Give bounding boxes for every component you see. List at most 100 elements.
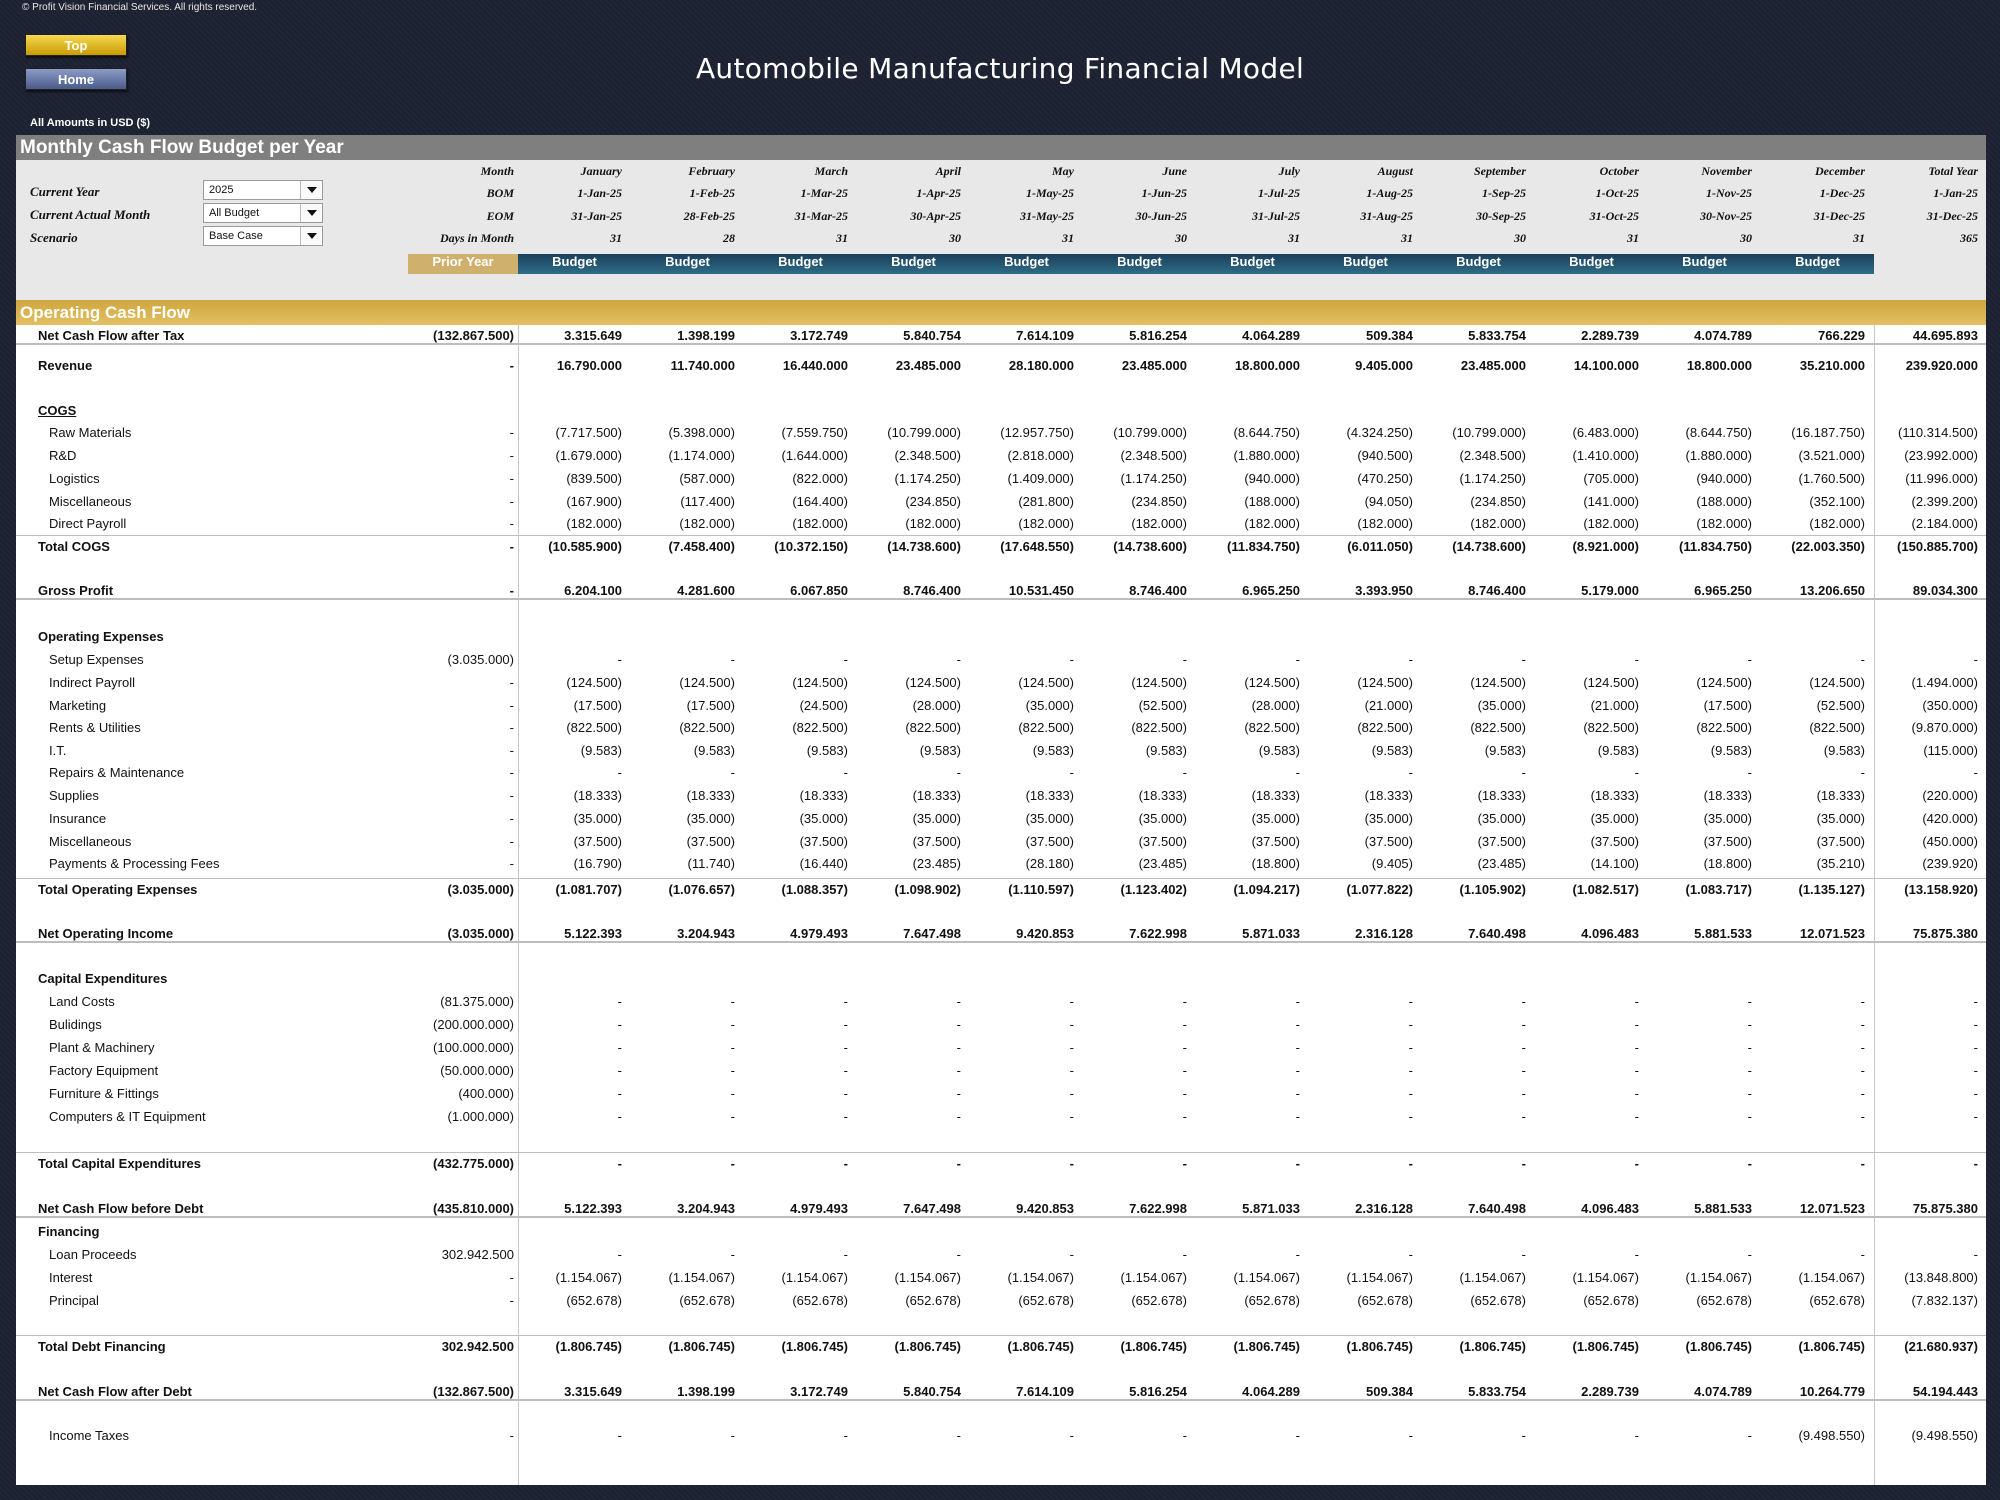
value-cell: (182.000)	[679, 516, 735, 531]
table-row: I.T. - (9.583) (9.583) (9.583) (9.583) (9.583)…	[16, 740, 1986, 760]
value-cell: (16.187.750)	[1791, 425, 1865, 440]
value-cell: -	[1860, 652, 1865, 667]
value-cell: (124.500)	[1809, 675, 1865, 690]
value-cell: (9.583)	[806, 743, 848, 758]
value-cell: (1.110.597)	[1008, 882, 1074, 897]
current-month-value: All Budget	[209, 207, 260, 219]
row-label: Logistics	[49, 471, 100, 486]
value-cell: 5.833.754	[1468, 1384, 1526, 1399]
value-cell: (1.174.250)	[1459, 471, 1527, 486]
value-cell: (652.678)	[792, 1293, 848, 1308]
value-cell: (37.500)	[1703, 834, 1752, 849]
value-cell: (1.094.217)	[1233, 882, 1301, 897]
value-cell: (14.738.600)	[1113, 539, 1187, 554]
value-cell: (1.154.067)	[781, 1270, 849, 1285]
value-cell: 23.485.000	[895, 358, 961, 373]
chevron-down-icon[interactable]	[300, 204, 322, 222]
budget-bar: Prior Year Budget Budget Budget Budget Budget…	[16, 254, 1986, 274]
eom-row: EOM 31-Jan-25 28-Feb-25 31-Mar-25 30-Apr-25 3…	[16, 209, 1986, 227]
top-button[interactable]: Top	[25, 34, 127, 56]
value-cell: (35.000)	[686, 811, 735, 826]
value-cell: -	[956, 1086, 961, 1101]
value-cell: 5.122.393	[564, 926, 622, 941]
value-cell: (182.000)	[566, 516, 622, 531]
value-cell: (182.000)	[1244, 516, 1300, 531]
value-cell: (11.740)	[687, 856, 735, 871]
value-cell: (1.123.402)	[1120, 882, 1188, 897]
value-cell: (35.000)	[573, 811, 622, 826]
current-month-select[interactable]: All Budget	[203, 203, 323, 223]
eom-cell: 30-Sep-25	[1476, 209, 1526, 223]
value-cell: (822.500)	[1809, 720, 1865, 735]
value-cell: -	[1069, 1247, 1074, 1262]
value-cell: (52.500)	[1138, 698, 1187, 713]
value-cell: (822.500)	[1470, 720, 1526, 735]
cash-flow-table: Revenue - 16.790.000 11.740.000 16.440.000 23…	[16, 325, 1986, 1485]
chevron-down-icon[interactable]	[300, 227, 322, 245]
value-cell: -	[1408, 1017, 1413, 1032]
value-cell: -	[617, 1247, 622, 1262]
value-cell: (652.678)	[1131, 1293, 1187, 1308]
days-cell: 28	[723, 231, 735, 245]
prior-year-value: -	[509, 743, 514, 758]
value-cell: -	[1182, 1428, 1187, 1443]
months-cell: September	[1474, 164, 1526, 178]
value-cell: (182.000)	[1018, 516, 1074, 531]
value-cell: (1.105.902)	[1459, 882, 1527, 897]
value-cell: (14.738.600)	[887, 539, 961, 554]
value-cell: (2.348.500)	[1459, 448, 1527, 463]
value-cell: 23.485.000	[1121, 358, 1187, 373]
value-cell: (37.500)	[799, 834, 848, 849]
value-cell: (940.000)	[1244, 471, 1300, 486]
value-cell: -	[1634, 1109, 1639, 1124]
value-cell: (2.348.500)	[894, 448, 962, 463]
value-cell: (9.583)	[693, 743, 735, 758]
value-cell: -	[1634, 1156, 1639, 1171]
value-cell: -	[1182, 1040, 1187, 1055]
current-year-select[interactable]: 2025	[203, 180, 323, 200]
value-cell: -	[1295, 1156, 1300, 1171]
value-cell: (124.500)	[1696, 675, 1752, 690]
row-label: Supplies	[49, 788, 99, 803]
value-cell: (587.000)	[679, 471, 735, 486]
chevron-down-icon[interactable]	[300, 181, 322, 199]
value-cell: -	[1182, 994, 1187, 1009]
prior-year-value: (200.000.000)	[433, 1017, 514, 1032]
value-cell: 1.398.199	[677, 328, 735, 343]
value-cell: (182.000)	[1809, 516, 1865, 531]
value-cell: (822.500)	[792, 720, 848, 735]
prior-year-value: -	[509, 539, 514, 554]
value-cell: -	[1747, 1428, 1752, 1443]
value-cell: (150.885.700)	[1897, 539, 1978, 554]
value-cell: -	[1521, 1017, 1526, 1032]
value-cell: (18.333)	[1138, 788, 1187, 803]
value-cell: -	[1634, 1086, 1639, 1101]
value-cell: -	[730, 1156, 735, 1171]
home-button[interactable]: Home	[25, 68, 127, 90]
scenario-select[interactable]: Base Case	[203, 226, 323, 246]
days-cell: 31	[1401, 231, 1413, 245]
value-cell: 35.210.000	[1799, 358, 1865, 373]
bom-row: BOM 1-Jan-25 1-Feb-25 1-Mar-25 1-Apr-25 1-May…	[16, 186, 1986, 204]
value-cell: (1.174.250)	[894, 471, 962, 486]
days-cell: 30	[1740, 231, 1752, 245]
table-row: Raw Materials - (7.717.500) (5.398.000) (7.5…	[16, 422, 1986, 442]
value-cell: 5.833.754	[1468, 328, 1526, 343]
value-cell: (124.500)	[1357, 675, 1413, 690]
value-cell: -	[956, 1247, 961, 1262]
value-cell: -	[1747, 1040, 1752, 1055]
budget-header: Budget	[1761, 254, 1874, 274]
eom-row-label: EOM	[486, 209, 514, 223]
value-cell: -	[1747, 1109, 1752, 1124]
months-cell: February	[688, 164, 735, 178]
value-cell: -	[1408, 1109, 1413, 1124]
months-cell: June	[1162, 164, 1187, 178]
value-cell: 3.315.649	[564, 1384, 622, 1399]
value-cell: -	[1408, 1040, 1413, 1055]
value-cell: (23.485)	[1138, 856, 1187, 871]
value-cell: -	[1182, 1063, 1187, 1078]
value-cell: -	[1860, 1017, 1865, 1032]
value-cell: -	[1408, 994, 1413, 1009]
value-cell: (234.850)	[905, 494, 961, 509]
value-cell: -	[730, 652, 735, 667]
